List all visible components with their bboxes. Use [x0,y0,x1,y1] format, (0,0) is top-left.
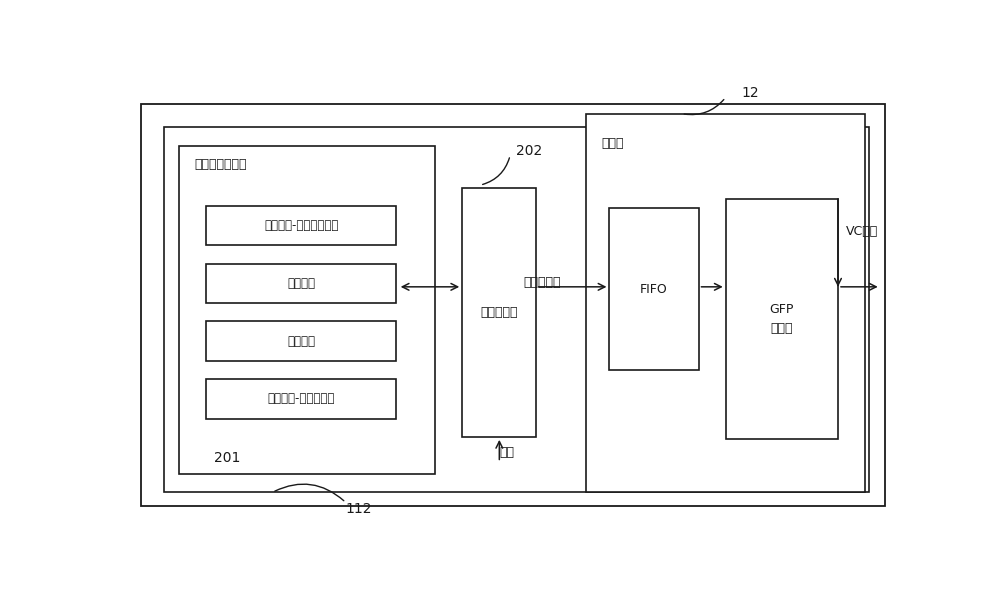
Text: 以太网链接: 以太网链接 [523,276,561,289]
Text: VC信道: VC信道 [846,225,878,238]
Text: 112: 112 [346,502,372,515]
Text: 输出队列: 输出队列 [287,277,315,290]
Bar [164,127,869,493]
Bar [189,330,379,369]
Text: 12: 12 [741,86,759,100]
Bar [206,379,396,419]
Bar [200,382,390,421]
Bar [195,327,385,366]
Bar [200,266,390,306]
Bar [726,199,838,439]
Bar [206,206,396,245]
Text: 信用: 信用 [500,446,515,459]
Bar [206,322,396,361]
Text: FIFO: FIFO [640,283,668,296]
Bar [206,264,396,303]
Text: 输出队列-高优先级业务: 输出队列-高优先级业务 [264,219,338,232]
Bar [609,208,698,370]
Text: 202: 202 [516,143,543,158]
Bar [179,146,435,474]
Text: GFP
映射器: GFP 映射器 [770,303,794,335]
Bar [200,324,390,364]
Bar [195,385,385,424]
Bar [195,269,385,308]
Text: 映射器: 映射器 [602,137,624,150]
Bar [586,113,865,493]
Text: 交换机输出端口: 交换机输出端口 [195,158,247,171]
Text: 201: 201 [214,451,240,465]
Text: 输出队列-填充数据包: 输出队列-填充数据包 [268,392,335,406]
Bar [189,388,379,427]
Text: 输出队列: 输出队列 [287,335,315,347]
Text: 业务调度器: 业务调度器 [480,306,518,319]
Bar [189,272,379,311]
Bar [462,187,536,437]
Bar [140,104,885,506]
